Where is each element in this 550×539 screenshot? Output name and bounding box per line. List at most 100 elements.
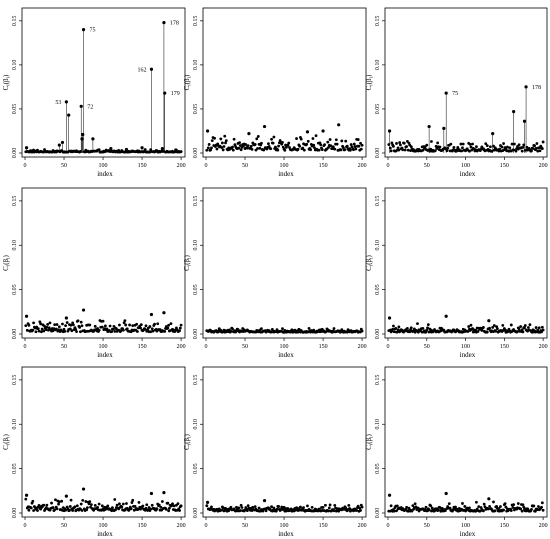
data-point bbox=[306, 139, 310, 143]
data-point bbox=[130, 501, 134, 504]
data-point bbox=[149, 491, 154, 496]
data-point bbox=[45, 325, 49, 329]
data-point bbox=[468, 142, 472, 146]
data-point bbox=[79, 330, 82, 334]
data-point bbox=[131, 324, 135, 328]
x-tick-label: 50 bbox=[61, 163, 67, 169]
data-point bbox=[143, 148, 147, 151]
data-point bbox=[452, 146, 456, 149]
point-label: 162 bbox=[137, 67, 146, 73]
data-point bbox=[474, 509, 478, 513]
data-point bbox=[24, 314, 29, 318]
data-point bbox=[70, 329, 74, 333]
x-tick-label: 100 bbox=[280, 523, 289, 529]
data-point bbox=[255, 137, 259, 141]
data-point bbox=[340, 139, 344, 143]
data-point bbox=[347, 504, 351, 507]
data-point bbox=[24, 493, 29, 497]
data-point bbox=[483, 505, 487, 509]
plot-frame bbox=[384, 7, 548, 158]
data-point bbox=[110, 330, 114, 334]
data-point bbox=[541, 508, 545, 512]
data-point bbox=[149, 330, 153, 334]
data-point bbox=[401, 148, 405, 152]
data-point bbox=[409, 326, 413, 330]
data-point bbox=[442, 126, 446, 130]
data-point bbox=[492, 324, 496, 327]
data-point bbox=[115, 503, 119, 507]
data-point bbox=[113, 329, 117, 333]
data-point bbox=[287, 141, 291, 145]
data-point bbox=[239, 503, 243, 507]
data-point bbox=[271, 141, 275, 145]
data-point bbox=[357, 144, 361, 148]
data-point bbox=[305, 142, 309, 146]
data-point bbox=[454, 505, 457, 509]
data-point bbox=[319, 143, 323, 147]
y-tick-label: 0.05 bbox=[12, 104, 18, 115]
data-point bbox=[327, 509, 330, 513]
data-point bbox=[106, 504, 110, 508]
data-point bbox=[46, 323, 50, 326]
data-point bbox=[167, 323, 171, 327]
data-point bbox=[389, 149, 393, 153]
data-point bbox=[97, 148, 101, 152]
data-point bbox=[541, 140, 545, 144]
data-point bbox=[444, 91, 448, 95]
data-point bbox=[343, 148, 347, 152]
data-point bbox=[416, 322, 419, 325]
data-point bbox=[482, 326, 485, 329]
y-tick-label: 0.15 bbox=[12, 16, 18, 27]
x-tick-label: 50 bbox=[424, 344, 430, 350]
data-point bbox=[68, 509, 71, 512]
data-point bbox=[517, 327, 521, 331]
data-point bbox=[348, 148, 352, 152]
data-point bbox=[517, 143, 521, 147]
data-point bbox=[463, 505, 467, 508]
data-point bbox=[178, 326, 182, 330]
data-point bbox=[476, 330, 480, 333]
data-point bbox=[264, 509, 268, 513]
data-point bbox=[245, 146, 249, 150]
data-point bbox=[344, 506, 348, 510]
x-tick-label: 100 bbox=[461, 163, 470, 169]
data-point bbox=[488, 504, 492, 508]
data-point bbox=[260, 327, 263, 331]
data-point bbox=[53, 323, 57, 327]
data-point bbox=[213, 136, 216, 140]
data-point bbox=[64, 316, 68, 320]
data-point bbox=[277, 505, 280, 508]
data-point bbox=[253, 143, 257, 146]
data-point bbox=[480, 329, 484, 332]
data-point bbox=[334, 138, 338, 142]
data-point bbox=[54, 498, 57, 502]
data-point bbox=[337, 123, 341, 127]
data-point bbox=[37, 503, 41, 507]
data-point bbox=[42, 503, 46, 507]
data-point bbox=[311, 137, 315, 140]
data-point bbox=[499, 505, 502, 508]
data-point bbox=[178, 509, 181, 512]
data-point bbox=[290, 328, 294, 332]
data-point bbox=[487, 319, 491, 323]
data-point bbox=[397, 325, 401, 329]
data-point bbox=[425, 143, 429, 147]
data-point bbox=[36, 509, 39, 512]
data-point bbox=[327, 506, 331, 510]
data-point bbox=[234, 509, 238, 513]
data-point bbox=[360, 505, 364, 509]
data-point bbox=[396, 328, 400, 332]
data-point bbox=[349, 143, 353, 146]
data-point bbox=[136, 507, 140, 511]
data-point bbox=[339, 148, 343, 152]
data-point bbox=[488, 326, 492, 330]
y-tick-label: 0.00 bbox=[12, 329, 18, 340]
y-tick-label: 0.15 bbox=[193, 16, 199, 27]
data-point bbox=[37, 329, 41, 333]
data-point bbox=[257, 506, 261, 510]
x-tick-label: 0 bbox=[387, 163, 390, 169]
data-point bbox=[299, 137, 303, 141]
data-point bbox=[301, 146, 305, 150]
data-point bbox=[309, 148, 312, 152]
scatter-panel: 0 50 100 150 200 0.00 0.05 0.10 0.15 index Ci(βi) bbox=[2, 187, 186, 359]
